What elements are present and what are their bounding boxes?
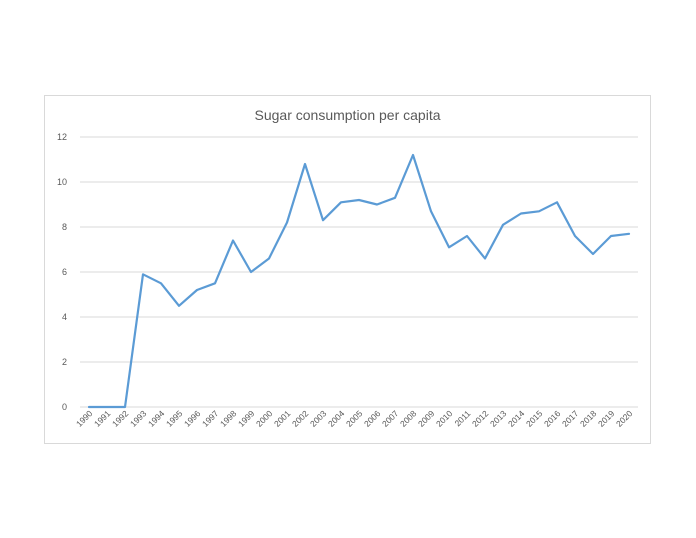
x-tick-label: 1995 [164,408,185,429]
x-tick-label: 2020 [614,408,635,429]
y-tick-label: 4 [62,312,67,322]
y-tick-label: 12 [57,132,67,142]
series-layer [87,153,631,409]
x-tick-label: 2019 [596,408,617,429]
x-axis-ticks: 1990199119921993199419951996199719981999… [74,408,635,429]
series-line [87,153,631,409]
x-tick-label: 1999 [236,408,257,429]
x-tick-label: 2015 [524,408,545,429]
x-tick-label: 1990 [74,408,95,429]
x-tick-label: 1994 [146,408,167,429]
x-tick-label: 2005 [344,408,365,429]
x-tick-label: 2003 [308,408,329,429]
x-tick-label: 2007 [380,408,401,429]
x-tick-label: 2013 [488,408,509,429]
x-tick-label: 2010 [434,408,455,429]
x-tick-label: 2000 [254,408,275,429]
gridlines [80,136,638,408]
y-tick-label: 8 [62,222,67,232]
x-tick-label: 2012 [470,408,491,429]
x-tick-label: 2016 [542,408,563,429]
x-tick-label: 1997 [200,408,221,429]
x-tick-label: 2014 [506,408,527,429]
x-tick-label: 1998 [218,408,239,429]
y-tick-label: 2 [62,357,67,367]
x-tick-label: 2017 [560,408,581,429]
y-axis-ticks: 0 2 4 6 8 10 12 [57,132,67,412]
x-tick-label: 1993 [128,408,149,429]
x-tick-label: 2009 [416,408,437,429]
y-tick-label: 0 [62,402,67,412]
x-tick-label: 2008 [398,408,419,429]
x-tick-label: 2002 [290,408,311,429]
x-tick-label: 2006 [362,408,383,429]
chart-area: Sugar consumption per capita 0 2 4 6 8 10 12 1… [44,95,651,444]
x-tick-label: 1992 [110,408,131,429]
y-tick-label: 10 [57,177,67,187]
x-tick-label: 2004 [326,408,347,429]
x-tick-label: 1991 [92,408,113,429]
chart-title: Sugar consumption per capita [254,107,441,123]
y-tick-label: 6 [62,267,67,277]
x-tick-label: 2001 [272,408,293,429]
x-tick-label: 2011 [452,408,472,428]
x-tick-label: 2018 [578,408,599,429]
x-tick-label: 1996 [182,408,203,429]
